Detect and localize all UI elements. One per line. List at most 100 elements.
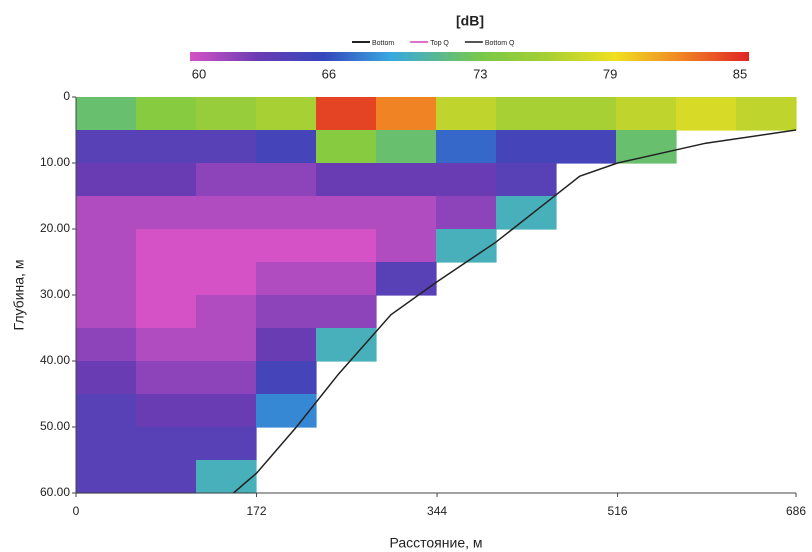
heat-cell [316,130,377,164]
heat-cell [136,97,197,131]
legend-label: Bottom [372,40,394,47]
heat-cell [256,394,317,428]
heat-cell [76,97,137,131]
heat-cell [196,361,257,395]
heat-cell [76,130,137,164]
heat-cell [616,130,677,164]
heat-cell [376,97,437,131]
heat-cell [136,163,197,197]
heat-cell [76,163,137,197]
heat-cell [136,328,197,362]
y-tick-label: 0 [63,89,70,103]
heat-cell [496,130,557,164]
heat-cell [136,130,197,164]
heat-cell [136,460,197,494]
x-axis-label: Расстояние, м [389,535,482,551]
heat-cell [76,262,137,296]
x-tick-label: 0 [73,504,80,518]
heat-cell [196,130,257,164]
y-tick-label: 20.00 [40,221,70,235]
heat-cell [136,361,197,395]
heat-cell [196,427,257,461]
heat-cell [196,394,257,428]
heat-cell [256,130,317,164]
heat-cell [76,196,137,230]
heat-cell [376,196,437,230]
heat-cell [136,295,197,329]
heat-cell [76,460,137,494]
heat-cell [196,328,257,362]
heat-cell [76,427,137,461]
bottom-line [232,129,797,494]
legend-label: Bottom Q [485,40,515,47]
heat-cell [376,262,437,296]
heat-cell [316,328,377,362]
heat-cell [436,196,497,230]
heat-cell [256,361,317,395]
heat-cell [76,361,137,395]
heat-cell [256,163,317,197]
heat-cell [196,196,257,230]
y-tick-label: 10.00 [40,155,70,169]
heat-cell [436,130,497,164]
heat-cell [496,163,557,197]
heat-cell [136,196,197,230]
heat-cell [76,328,137,362]
y-axis-label: Глубина, м [11,260,27,331]
heat-cell [196,97,257,131]
colorbar-tick-label: 79 [603,66,617,81]
legend-label: Top Q [430,40,449,47]
heat-cell [436,97,497,131]
heat-cell [136,262,197,296]
heat-cell [256,295,317,329]
heat-cell [556,97,617,131]
colorbar-tick-label: 73 [473,66,487,81]
y-tick-label: 60.00 [40,485,70,499]
x-tick-label: 516 [608,504,628,518]
heat-cell [76,295,137,329]
heat-cell [376,130,437,164]
heat-cell [136,394,197,428]
heat-cell [376,163,437,197]
heat-cell [196,163,257,197]
heat-cell [496,97,557,131]
heat-cell [196,460,257,494]
heat-cell [256,328,317,362]
heat-cell [196,295,257,329]
heat-cell [76,394,137,428]
heat-cell [316,196,377,230]
x-tick-label: 172 [247,504,267,518]
colorbar-tick-label: 66 [322,66,336,81]
heat-cell [556,130,617,164]
y-tick-label: 30.00 [40,287,70,301]
heat-cell [316,229,377,263]
heat-cell [316,163,377,197]
heat-cell [256,196,317,230]
heat-cell [316,295,377,329]
heat-cell [316,97,377,131]
colorbar-tick-label: 85 [733,66,747,81]
y-tick-label: 40.00 [40,353,70,367]
heat-cell [376,229,437,263]
heat-cell [136,229,197,263]
colorbar-title: [dB] [456,13,484,29]
heat-cell [256,262,317,296]
heat-cell [436,229,497,263]
heat-cell [196,262,257,296]
heat-cell [136,427,197,461]
colorbar [190,52,749,61]
heat-cell [256,229,317,263]
heat-cell [616,97,677,131]
colorbar-tick-label: 60 [192,66,206,81]
heat-cell [196,229,257,263]
x-tick-label: 344 [427,504,447,518]
y-tick-label: 50.00 [40,419,70,433]
heat-cell [436,163,497,197]
heat-cell [256,97,317,131]
heat-cell [76,229,137,263]
heat-cell [316,262,377,296]
heat-cell [736,97,797,131]
heat-cell [676,97,737,131]
